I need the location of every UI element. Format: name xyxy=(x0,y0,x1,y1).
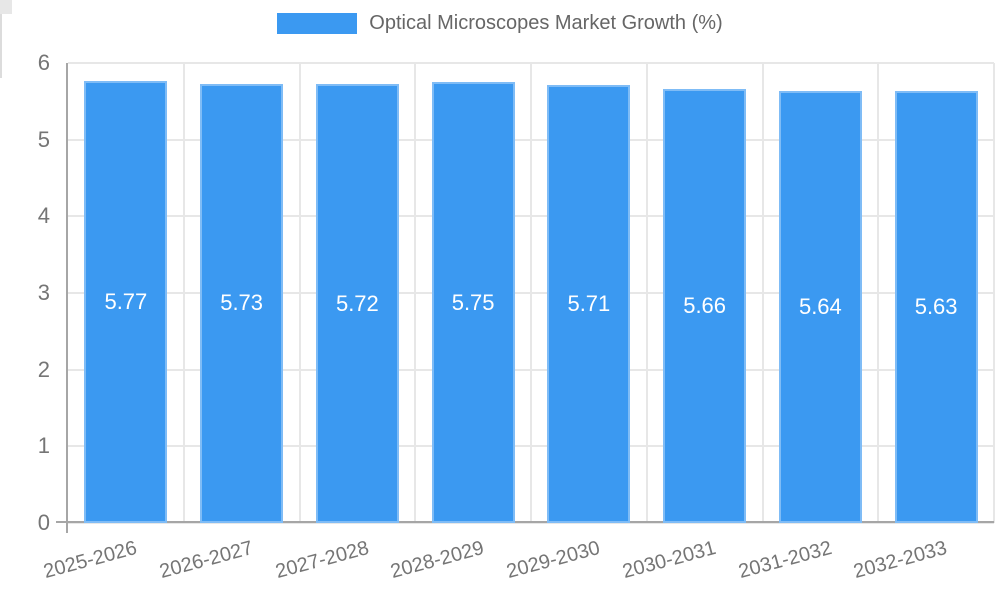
bar[interactable] xyxy=(663,89,747,523)
y-axis-tick-label: 2 xyxy=(37,356,50,382)
x-axis-tick xyxy=(0,38,2,46)
x-axis-tick-label: 2028-2029 xyxy=(388,537,487,584)
x-gridline xyxy=(182,63,185,523)
bar-value-label: 5.77 xyxy=(104,288,148,314)
x-axis-tick-label: 2026-2027 xyxy=(157,537,256,584)
x-gridline xyxy=(761,63,764,523)
bar-value-label: 5.66 xyxy=(683,293,727,319)
x-axis-line xyxy=(56,521,994,523)
bar[interactable] xyxy=(84,80,168,523)
x-axis-tick-label: 2029-2030 xyxy=(504,537,603,584)
bar[interactable] xyxy=(894,91,978,523)
x-axis-tick-label: 2030-2031 xyxy=(620,537,719,584)
legend-swatch xyxy=(277,13,358,34)
y-axis-tick-label: 6 xyxy=(37,50,50,75)
x-axis-tick xyxy=(0,14,2,22)
y-axis-tick xyxy=(0,2,12,4)
y-gridline xyxy=(68,522,994,524)
bar-value-label: 5.71 xyxy=(567,291,611,317)
x-axis-tick xyxy=(0,46,2,54)
y-axis-line xyxy=(66,63,68,533)
bar-value-label: 5.72 xyxy=(335,290,379,316)
y-axis-tick-label: 1 xyxy=(37,433,50,459)
bar-value-label: 5.63 xyxy=(914,294,958,320)
x-axis-tick-label: 2027-2028 xyxy=(272,537,372,584)
chart-legend[interactable]: Optical Microscopes Market Growth (%) xyxy=(0,12,1000,35)
y-axis-tick xyxy=(0,6,12,8)
plot-area: 0 1 2 3 4 5 6 5.77 2025-2026 5.73 2026-2027 5.72 202… xyxy=(0,0,1000,583)
y-axis-tick xyxy=(0,0,12,2)
bar-value-label: 5.75 xyxy=(451,289,495,315)
x-gridline xyxy=(530,63,532,523)
y-axis-tick xyxy=(0,4,12,6)
y-axis-tick xyxy=(0,10,12,12)
x-gridline xyxy=(298,63,301,523)
x-axis-tick xyxy=(0,70,2,78)
x-gridline xyxy=(645,63,648,523)
x-axis-tick-label: 2031-2032 xyxy=(735,537,835,584)
bar[interactable] xyxy=(431,82,515,523)
bar[interactable] xyxy=(778,90,862,523)
bar-value-label: 5.73 xyxy=(220,290,264,316)
y-axis-tick xyxy=(0,12,12,14)
y-axis-tick-label: 5 xyxy=(37,126,50,152)
x-axis-tick xyxy=(0,30,2,38)
bar[interactable] xyxy=(315,84,399,523)
y-axis-tick-label: 3 xyxy=(37,280,50,305)
x-axis-tick-label: 2025-2026 xyxy=(41,537,140,584)
bar[interactable] xyxy=(200,83,284,523)
y-axis-tick-label: 0 xyxy=(37,510,50,535)
bar[interactable] xyxy=(547,85,631,523)
x-axis-tick-label: 2032-2033 xyxy=(851,537,950,584)
x-axis-tick xyxy=(0,22,2,30)
x-gridline xyxy=(993,63,995,523)
x-axis-tick xyxy=(0,54,2,62)
x-gridline xyxy=(877,63,880,523)
bar-value-label: 5.64 xyxy=(798,293,842,319)
legend-label: Optical Microscopes Market Growth (%) xyxy=(369,12,723,34)
y-axis-tick-label: 4 xyxy=(37,203,50,229)
x-gridline xyxy=(414,63,417,523)
y-axis-tick xyxy=(0,8,12,10)
x-axis-tick xyxy=(0,62,2,70)
